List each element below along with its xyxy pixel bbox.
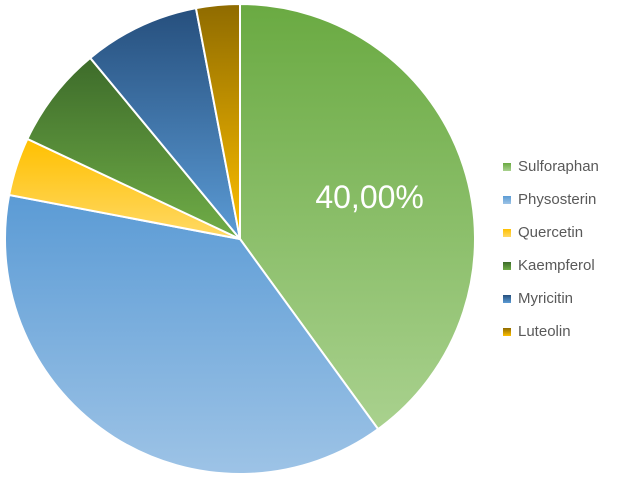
pie-slices: [4, 2, 476, 475]
chart-legend: Sulforaphan Physosterin Quercetin Kaempfero…: [503, 150, 615, 348]
legend-label: Myricitin: [518, 290, 573, 307]
legend-item-luteolin: Luteolin: [503, 315, 615, 348]
pie-slice-sulforaphan: [239, 2, 476, 431]
pie-slice-physosterin: [4, 193, 380, 475]
pie-slice-luteolin: [194, 2, 241, 240]
legend-swatch: [503, 195, 511, 204]
legend-item-quercetin: Quercetin: [503, 216, 615, 249]
legend-item-kaempferol: Kaempferol: [503, 249, 615, 282]
legend-item-myricitin: Myricitin: [503, 282, 615, 315]
legend-label: Physosterin: [518, 191, 597, 208]
pie-slice-kaempferol: [26, 56, 241, 240]
pie-slice-myricitin: [88, 6, 241, 240]
legend-swatch: [503, 261, 511, 270]
legend-item-physosterin: Physosterin: [503, 183, 615, 216]
legend-swatch: [503, 228, 511, 237]
legend-swatch: [503, 294, 511, 303]
pie-data-labels: 40,00%: [315, 179, 424, 215]
legend-label: Quercetin: [518, 224, 584, 241]
legend-item-sulforaphan: Sulforaphan: [503, 150, 615, 183]
data-label-sulforaphan: 40,00%: [315, 179, 424, 215]
legend-label: Luteolin: [518, 323, 571, 340]
legend-swatch: [503, 327, 511, 336]
legend-label: Kaempferol: [518, 257, 595, 274]
legend-swatch: [503, 162, 511, 171]
legend-label: Sulforaphan: [518, 158, 599, 175]
